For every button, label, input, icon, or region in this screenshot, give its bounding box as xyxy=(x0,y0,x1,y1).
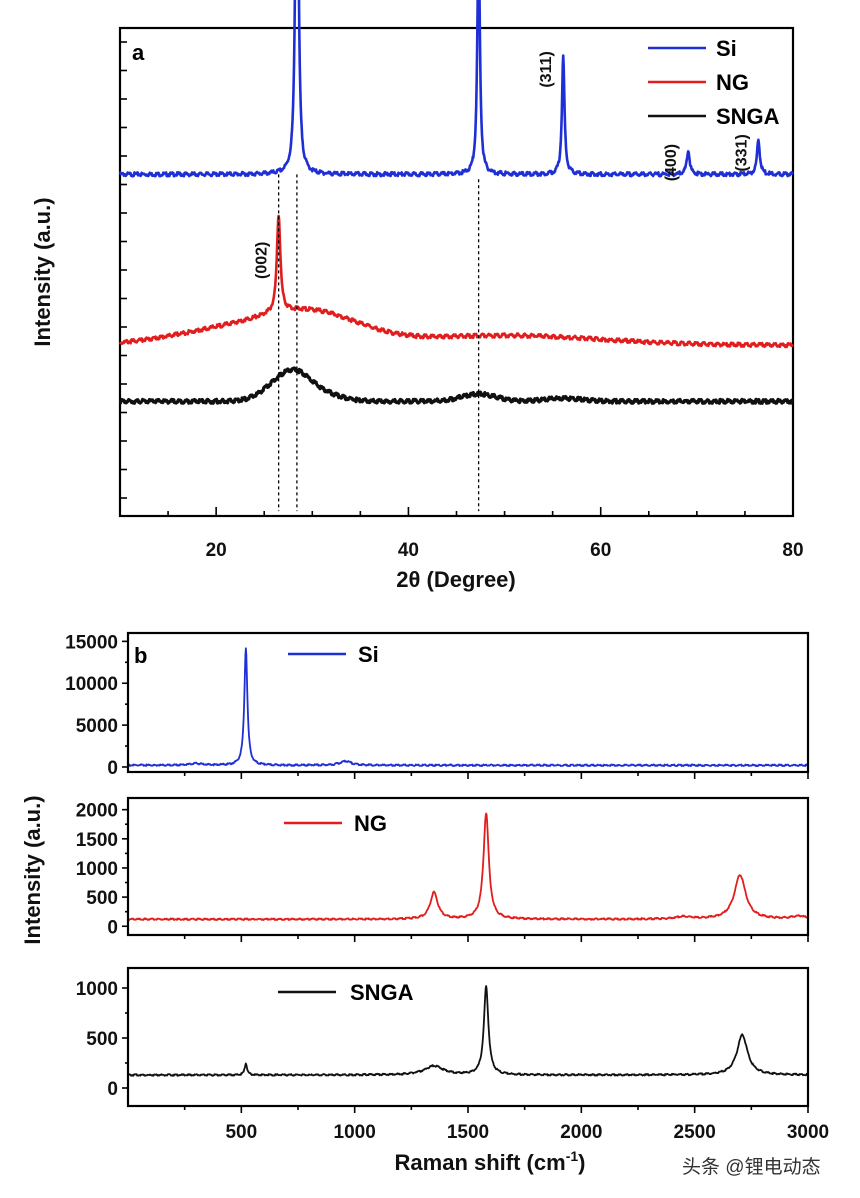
raman-y-tick-label: 500 xyxy=(86,1029,118,1050)
raman-series-snga-line xyxy=(127,985,809,1077)
raman-y-tick-label: 0 xyxy=(107,758,118,779)
raman-subplot-si: 0 5000 10000 15000 xyxy=(65,631,810,779)
raman-legend-snga-label: SNGA xyxy=(350,980,414,1005)
xrd-x-axis-title: 2θ (Degree) xyxy=(396,567,516,592)
xrd-plot-frame xyxy=(118,26,795,518)
xrd-peak-label: (331) xyxy=(733,134,750,171)
xrd-series-ng-line xyxy=(118,214,794,349)
raman-y-axis-title: Intensity (a.u.) xyxy=(20,795,45,944)
raman-x-axis-title: Raman shift (cm-1) xyxy=(395,1148,586,1175)
xrd-series-snga-line xyxy=(118,366,795,405)
raman-subplots: 0 5000 10000 15000 0 500 1000 1500 2000 0 500 1000 5… xyxy=(65,631,829,1143)
xrd-y-axis-title: Intensity (a.u.) xyxy=(30,197,55,346)
xrd-x-tick-label: 20 xyxy=(206,540,227,561)
raman-legend-ng-label: NG xyxy=(354,811,387,836)
xrd-series-layer xyxy=(118,0,795,405)
raman-subplot-ng: 0 500 1000 1500 2000 xyxy=(76,796,810,942)
raman-y-tick-label: 1500 xyxy=(76,830,118,851)
xrd-axis-ticks: 20 40 60 80 xyxy=(119,41,804,561)
raman-y-tick-label: 10000 xyxy=(65,674,118,695)
legend-ng-label: NG xyxy=(716,70,749,95)
legend-si-label: Si xyxy=(716,36,737,61)
raman-legend-si-label: Si xyxy=(358,642,379,667)
raman-x-tick-label: 2000 xyxy=(560,1122,602,1143)
raman-x-tick-label: 500 xyxy=(225,1122,257,1143)
xrd-x-tick-label: 40 xyxy=(398,540,419,561)
xrd-peak-label: (400) xyxy=(663,144,680,181)
raman-y-tick-label: 5000 xyxy=(76,716,118,737)
raman-x-tick-label: 1000 xyxy=(334,1122,376,1143)
xrd-peak-label: (311) xyxy=(538,51,555,87)
panel-a-letter: a xyxy=(132,40,145,65)
raman-y-tick-label: 500 xyxy=(86,888,118,909)
raman-subplot-snga: 0 500 1000 xyxy=(76,966,810,1113)
raman-series-si-line xyxy=(127,647,809,768)
raman-plot-frame xyxy=(126,966,810,1108)
raman-x-tick-label: 1500 xyxy=(447,1122,489,1143)
raman-y-tick-label: 1000 xyxy=(76,979,118,1000)
xrd-x-tick-label: 80 xyxy=(782,540,803,561)
panel-b-letter: b xyxy=(134,643,147,668)
watermark: 头条 @锂电动态 xyxy=(682,1156,821,1178)
raman-y-tick-label: 1000 xyxy=(76,859,118,880)
xrd-x-tick-label: 60 xyxy=(590,540,611,561)
raman-y-tick-label: 15000 xyxy=(65,632,118,653)
raman-x-tick-label: 2500 xyxy=(674,1122,716,1143)
raman-y-tick-label: 0 xyxy=(107,917,118,938)
xrd-peak-label: (002) xyxy=(254,242,271,279)
raman-y-tick-label: 2000 xyxy=(76,801,118,822)
raman-panel: 0 5000 10000 15000 0 500 1000 1500 2000 0 500 1000 5… xyxy=(20,631,829,1175)
xrd-reference-lines xyxy=(277,174,480,512)
legend-snga-label: SNGA xyxy=(716,104,780,129)
raman-y-tick-label: 0 xyxy=(107,1079,118,1100)
xrd-peak-labels: (111)(220)(311)(400)(331)(002) xyxy=(254,51,751,279)
raman-plot-frame xyxy=(126,631,810,774)
raman-series-ng-line xyxy=(127,812,809,921)
xrd-legend: Si NG SNGA xyxy=(648,36,780,129)
xrd-series-si-line xyxy=(118,0,794,178)
raman-x-tick-label: 3000 xyxy=(787,1122,829,1143)
